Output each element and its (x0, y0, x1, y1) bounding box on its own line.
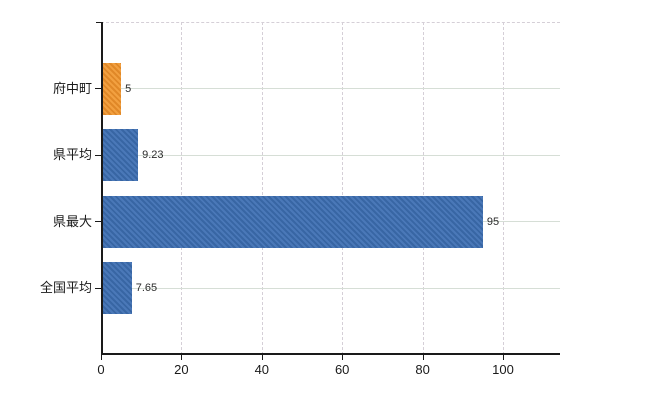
bar-1 (101, 62, 122, 115)
x-tick-mark (422, 355, 424, 360)
y-axis-line (101, 22, 103, 355)
y-axis-top-cap (96, 22, 101, 23)
x-tick-label: 100 (492, 362, 514, 377)
x-axis-line (101, 353, 560, 355)
horizontal-gridline (101, 287, 560, 289)
x-tick-mark (261, 355, 263, 360)
category-label: 府中町 (52, 80, 92, 96)
y-tick-mark (95, 154, 101, 156)
bar-value-label: 7.65 (135, 282, 158, 295)
y-tick-mark (95, 221, 101, 223)
bar-value-label: 9.23 (142, 149, 164, 162)
x-tick-mark (503, 355, 504, 360)
horizontal-gridline (101, 154, 560, 156)
x-tick-label: 0 (97, 362, 105, 377)
x-tick-label: 40 (254, 362, 270, 377)
category-label: 県平均 (52, 147, 92, 163)
vertical-gridline (261, 22, 263, 355)
x-tick-label: 80 (415, 362, 430, 377)
horizontal-gridline (101, 88, 560, 90)
bar-4 (101, 262, 132, 315)
bar-value-label: 95 (486, 215, 500, 228)
category-label: 県最大 (52, 213, 92, 229)
x-tick-label: 20 (174, 362, 189, 377)
plot-top-border (101, 22, 560, 23)
bar-2 (101, 129, 139, 182)
vertical-gridline (503, 22, 504, 355)
vertical-gridline (342, 22, 344, 355)
vertical-gridline (422, 22, 424, 355)
x-tick-label: 60 (334, 362, 350, 377)
y-tick-mark (95, 88, 101, 90)
category-label: 全国平均 (39, 280, 92, 296)
x-tick-mark (181, 355, 183, 360)
y-tick-mark (95, 287, 101, 289)
x-tick-mark (101, 355, 102, 360)
x-tick-mark (342, 355, 344, 360)
vertical-gridline (181, 22, 183, 355)
bar-value-label: 5 (125, 82, 132, 95)
bar-3 (101, 195, 483, 248)
